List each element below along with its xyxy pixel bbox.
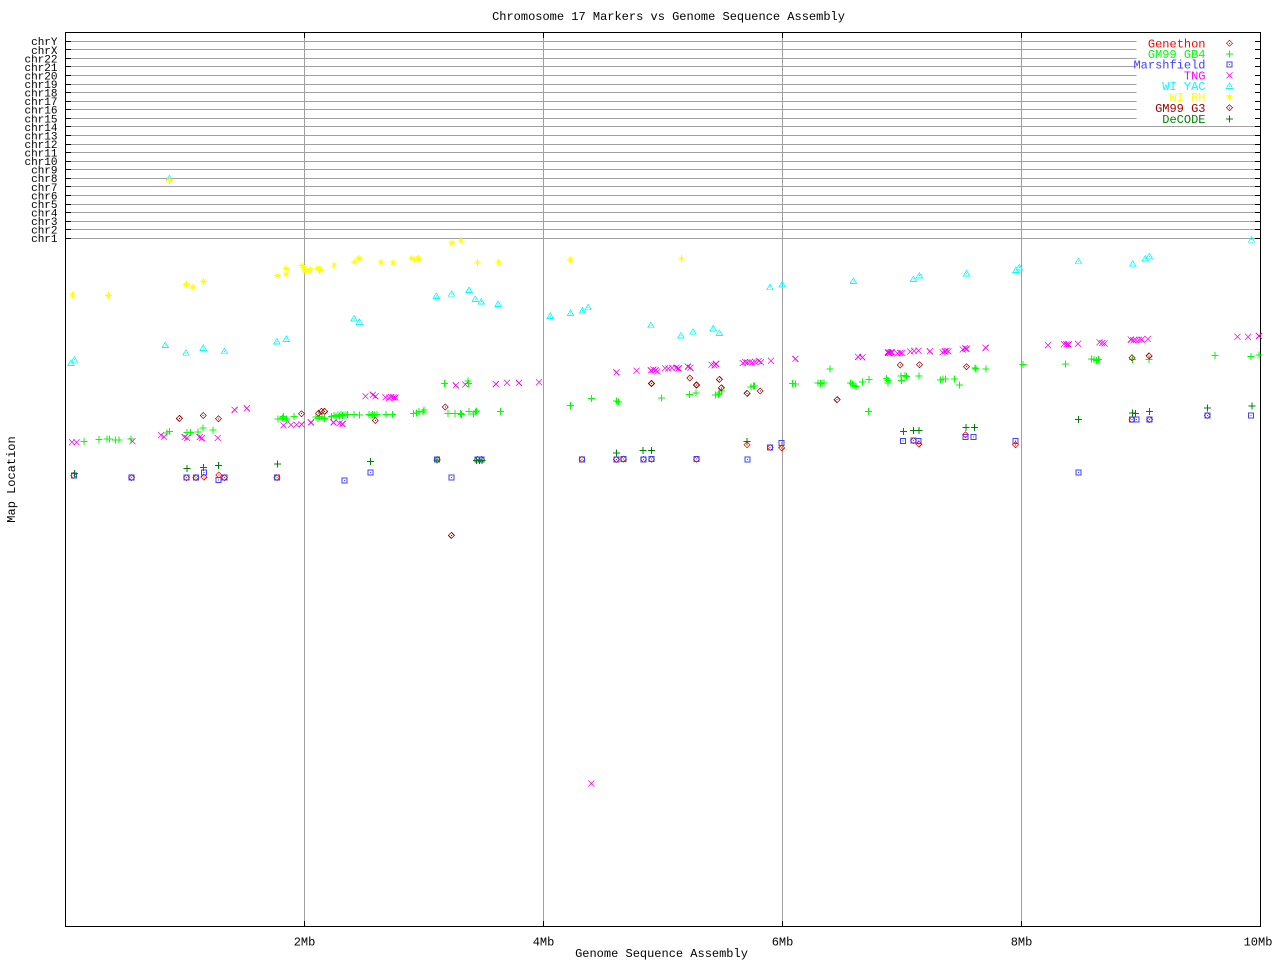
svg-text:Chromosome 17 Markers vs Genom: Chromosome 17 Markers vs Genome Sequence… — [492, 10, 845, 24]
svg-text:chrX: chrX — [31, 46, 58, 58]
svg-text:Map Location: Map Location — [5, 436, 19, 522]
svg-text:Genome Sequence Assembly: Genome Sequence Assembly — [575, 947, 748, 960]
svg-text:8Mb: 8Mb — [1011, 936, 1033, 950]
svg-text:WI RH: WI RH — [1169, 91, 1205, 105]
svg-text:chr1: chr1 — [31, 234, 58, 246]
svg-text:chr9: chr9 — [31, 166, 57, 178]
svg-text:6Mb: 6Mb — [772, 936, 794, 950]
svg-text:10Mb: 10Mb — [1244, 936, 1273, 950]
svg-text:GM99 G3: GM99 G3 — [1155, 102, 1205, 116]
svg-text:Genethon: Genethon — [1148, 38, 1206, 52]
svg-text:chr13: chr13 — [24, 131, 57, 143]
svg-text:GM99 GB4: GM99 GB4 — [1148, 48, 1206, 62]
svg-text:chr10: chr10 — [24, 157, 57, 169]
svg-text:chr7: chr7 — [31, 183, 57, 195]
svg-text:2Mb: 2Mb — [294, 936, 316, 950]
svg-text:chr5: chr5 — [31, 200, 57, 212]
svg-text:chr11: chr11 — [24, 149, 57, 161]
svg-text:4Mb: 4Mb — [533, 936, 555, 950]
svg-text:chr3: chr3 — [31, 217, 57, 229]
svg-text:chr8: chr8 — [31, 174, 57, 186]
svg-text:chr14: chr14 — [24, 123, 57, 135]
svg-text:DeCODE: DeCODE — [1162, 113, 1205, 127]
svg-text:chr20: chr20 — [24, 72, 57, 84]
svg-text:chr18: chr18 — [24, 89, 57, 101]
svg-text:chr6: chr6 — [31, 191, 57, 203]
svg-text:Marshfield: Marshfield — [1133, 59, 1205, 73]
svg-text:chr22: chr22 — [24, 54, 57, 66]
svg-text:chr21: chr21 — [24, 63, 57, 75]
svg-text:chr16: chr16 — [24, 106, 57, 118]
svg-text:chr2: chr2 — [31, 226, 57, 238]
svg-text:chr17: chr17 — [24, 97, 57, 109]
svg-text:TNG: TNG — [1184, 69, 1206, 83]
svg-text:WI YAC: WI YAC — [1162, 80, 1205, 94]
svg-text:chr4: chr4 — [31, 209, 58, 221]
svg-text:chr19: chr19 — [24, 80, 57, 92]
svg-text:chrY: chrY — [31, 37, 58, 49]
svg-text:chr15: chr15 — [24, 114, 57, 126]
svg-text:chr12: chr12 — [24, 140, 57, 152]
